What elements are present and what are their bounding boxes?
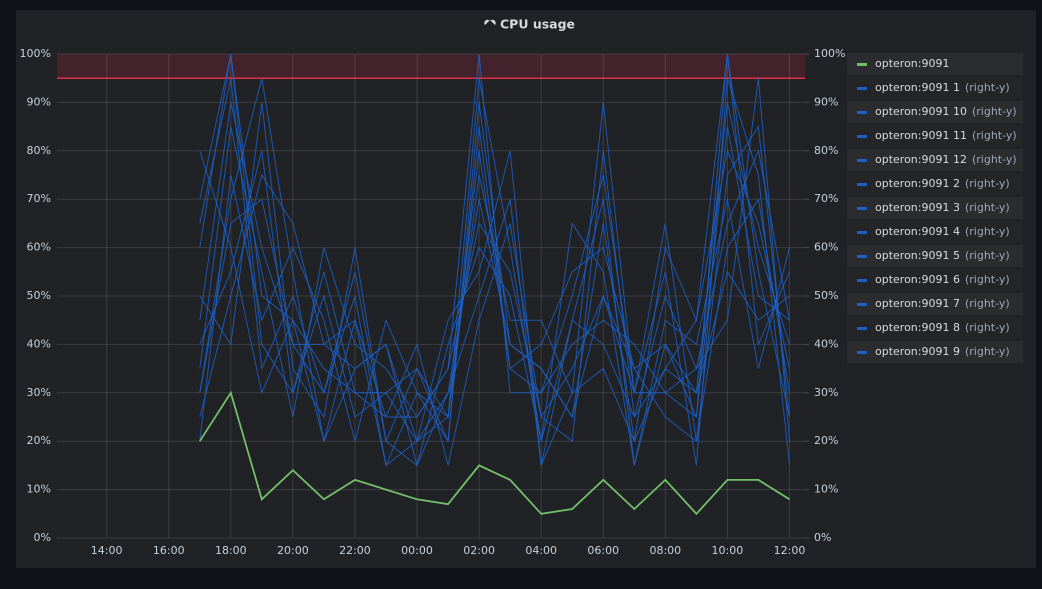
y2-tick-label: 60% bbox=[814, 241, 838, 254]
legend-label[interactable]: opteron:9091 5 bbox=[875, 249, 960, 262]
legend-label[interactable]: opteron:9091 10 bbox=[875, 105, 967, 118]
y-tick-label: 0% bbox=[34, 531, 51, 544]
legend-swatch bbox=[857, 231, 867, 234]
legend-axis-note: (right-y) bbox=[972, 129, 1017, 142]
legend-swatch bbox=[857, 279, 867, 282]
y-tick-label: 80% bbox=[27, 144, 51, 157]
y2-tick-label: 70% bbox=[814, 192, 838, 205]
y2-tick-label: 100% bbox=[814, 47, 845, 60]
legend-swatch bbox=[857, 111, 867, 114]
x-tick-label: 06:00 bbox=[587, 544, 619, 557]
y2-tick-label: 10% bbox=[814, 483, 838, 496]
legend-label[interactable]: opteron:9091 8 bbox=[875, 321, 960, 334]
y2-tick-label: 40% bbox=[814, 337, 838, 350]
threshold-area bbox=[57, 54, 805, 79]
legend-row[interactable] bbox=[847, 197, 1023, 219]
y2-tick-label: 20% bbox=[814, 434, 838, 447]
legend-label[interactable]: opteron:9091 bbox=[875, 57, 949, 70]
legend-label[interactable]: opteron:9091 6 bbox=[875, 273, 960, 286]
legend: opteron:9091 opteron:9091 1 (right-y) opter… bbox=[847, 53, 1023, 363]
x-tick-label: 16:00 bbox=[153, 544, 185, 557]
series-line bbox=[199, 149, 790, 443]
legend-swatch bbox=[857, 87, 867, 90]
x-tick-label: 12:00 bbox=[774, 544, 806, 557]
legend-row[interactable] bbox=[847, 245, 1023, 267]
x-tick-label: 20:00 bbox=[277, 544, 309, 557]
legend-swatch bbox=[857, 63, 867, 66]
y-tick-label: 40% bbox=[27, 337, 51, 350]
legend-axis-note: (right-y) bbox=[972, 153, 1017, 166]
legend-axis-note: (right-y) bbox=[972, 105, 1017, 118]
legend-axis-note: (right-y) bbox=[965, 297, 1010, 310]
x-tick-label: 08:00 bbox=[649, 544, 681, 557]
series-line bbox=[199, 390, 790, 516]
y-tick-label: 90% bbox=[27, 95, 51, 108]
legend-axis-note: (right-y) bbox=[965, 225, 1010, 238]
series-line bbox=[199, 53, 790, 442]
y-tick-label: 50% bbox=[27, 289, 51, 302]
y-tick-label: 20% bbox=[27, 434, 51, 447]
series-line bbox=[199, 78, 790, 466]
panel-title[interactable]: CPU usage bbox=[500, 17, 575, 32]
legend-label[interactable]: opteron:9091 4 bbox=[875, 225, 960, 238]
legend-swatch bbox=[857, 207, 867, 210]
legend-label[interactable]: opteron:9091 1 bbox=[875, 81, 960, 94]
series-line bbox=[199, 102, 790, 442]
legend-swatch bbox=[857, 183, 867, 186]
legend-row[interactable] bbox=[847, 77, 1023, 99]
legend-label[interactable]: opteron:9091 2 bbox=[875, 177, 960, 190]
y-tick-label: 30% bbox=[27, 386, 51, 399]
legend-row[interactable] bbox=[847, 293, 1023, 315]
y2-tick-label: 90% bbox=[814, 95, 838, 108]
legend-axis-note: (right-y) bbox=[965, 249, 1010, 262]
legend-label[interactable]: opteron:9091 12 bbox=[875, 153, 967, 166]
legend-label[interactable]: opteron:9091 11 bbox=[875, 129, 967, 142]
x-tick-label: 14:00 bbox=[91, 544, 123, 557]
legend-row[interactable] bbox=[847, 173, 1023, 195]
legend-axis-note: (right-y) bbox=[965, 345, 1010, 358]
legend-swatch bbox=[857, 327, 867, 330]
legend-row[interactable] bbox=[847, 125, 1023, 147]
legend-label[interactable]: opteron:9091 9 bbox=[875, 345, 960, 358]
y-tick-label: 100% bbox=[20, 47, 51, 60]
legend-axis-note: (right-y) bbox=[965, 177, 1010, 190]
legend-swatch bbox=[857, 351, 867, 354]
legend-label[interactable]: opteron:9091 7 bbox=[875, 297, 960, 310]
x-tick-label: 22:00 bbox=[339, 544, 371, 557]
series-line bbox=[199, 102, 790, 467]
legend-axis-note: (right-y) bbox=[965, 81, 1010, 94]
legend-row[interactable] bbox=[847, 149, 1023, 171]
legend-swatch bbox=[857, 255, 867, 258]
legend-row[interactable] bbox=[847, 101, 1023, 123]
legend-axis-note: (right-y) bbox=[965, 321, 1010, 334]
x-tick-label: 04:00 bbox=[525, 544, 557, 557]
legend-label[interactable]: opteron:9091 3 bbox=[875, 201, 960, 214]
x-tick-label: 00:00 bbox=[401, 544, 433, 557]
legend-row[interactable] bbox=[847, 53, 1023, 75]
y-tick-label: 70% bbox=[27, 192, 51, 205]
panel-icon bbox=[484, 19, 496, 25]
legend-row[interactable] bbox=[847, 269, 1023, 291]
legend-swatch bbox=[857, 135, 867, 138]
x-tick-label: 18:00 bbox=[215, 544, 247, 557]
x-tick-label: 02:00 bbox=[463, 544, 495, 557]
plot: 0% 10% 20% 30% 40% 50% 60% 70% 80% 90% 100% 0% 10% 20… bbox=[20, 47, 846, 557]
legend-swatch bbox=[857, 303, 867, 306]
y-tick-label: 60% bbox=[27, 241, 51, 254]
y2-tick-label: 30% bbox=[814, 386, 838, 399]
legend-row[interactable] bbox=[847, 317, 1023, 339]
y2-tick-label: 50% bbox=[814, 289, 838, 302]
legend-row[interactable] bbox=[847, 221, 1023, 243]
x-tick-label: 10:00 bbox=[712, 544, 744, 557]
y2-tick-label: 80% bbox=[814, 144, 838, 157]
legend-axis-note: (right-y) bbox=[965, 201, 1010, 214]
legend-axis-note: (right-y) bbox=[965, 273, 1010, 286]
y2-tick-label: 0% bbox=[814, 531, 831, 544]
legend-row[interactable] bbox=[847, 341, 1023, 363]
y-tick-label: 10% bbox=[27, 483, 51, 496]
legend-swatch bbox=[857, 159, 867, 162]
